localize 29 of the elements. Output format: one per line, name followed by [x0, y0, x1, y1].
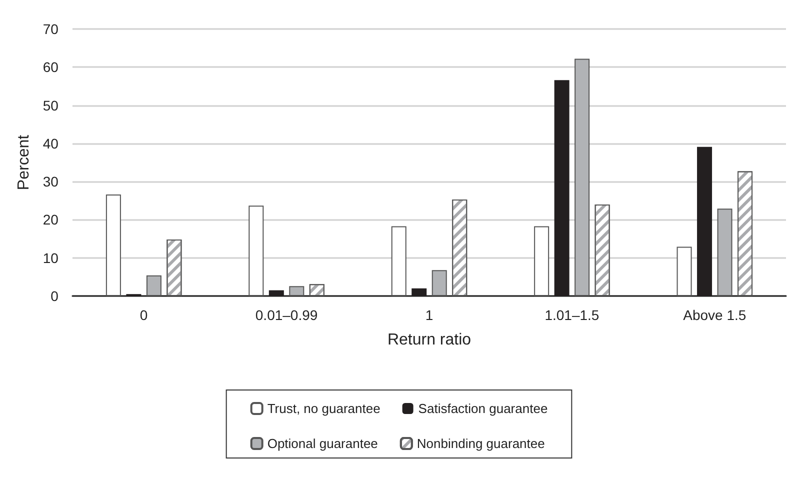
y-tick-label: 10 [42, 250, 59, 266]
x-axis-title: Return ratio [387, 332, 472, 348]
bar [534, 226, 550, 296]
bar [106, 194, 121, 296]
y-tick-label: 50 [42, 97, 59, 114]
y-tick-label: 0 [50, 288, 59, 304]
y-tick-label: 30 [42, 174, 59, 190]
x-tick-label: 1.01–1.5 [544, 307, 600, 323]
legend-label: Nonbinding guarantee [416, 436, 545, 451]
bar [248, 206, 264, 296]
y-axis-title: Percent [16, 134, 32, 190]
y-tick-label: 40 [42, 135, 59, 152]
x-tick-label: 1 [425, 307, 434, 323]
legend-label: Optional guarantee [267, 436, 378, 451]
x-tick-label: 0.01–0.99 [255, 307, 318, 323]
bar [574, 58, 590, 296]
bar [432, 270, 447, 296]
x-tick-label: 0 [140, 307, 148, 323]
y-tick-label: 70 [42, 21, 59, 37]
x-tick-label: Above 1.5 [683, 307, 746, 323]
bar [146, 275, 162, 296]
y-tick-label: 60 [42, 59, 59, 76]
legend-label: Trust, no guarantee [267, 401, 380, 416]
bar [289, 286, 304, 296]
bar [676, 246, 692, 296]
y-tick-label: 20 [42, 212, 59, 228]
bar [391, 226, 406, 296]
bar [717, 208, 732, 296]
legend-label: Satisfaction guarantee [418, 401, 548, 416]
